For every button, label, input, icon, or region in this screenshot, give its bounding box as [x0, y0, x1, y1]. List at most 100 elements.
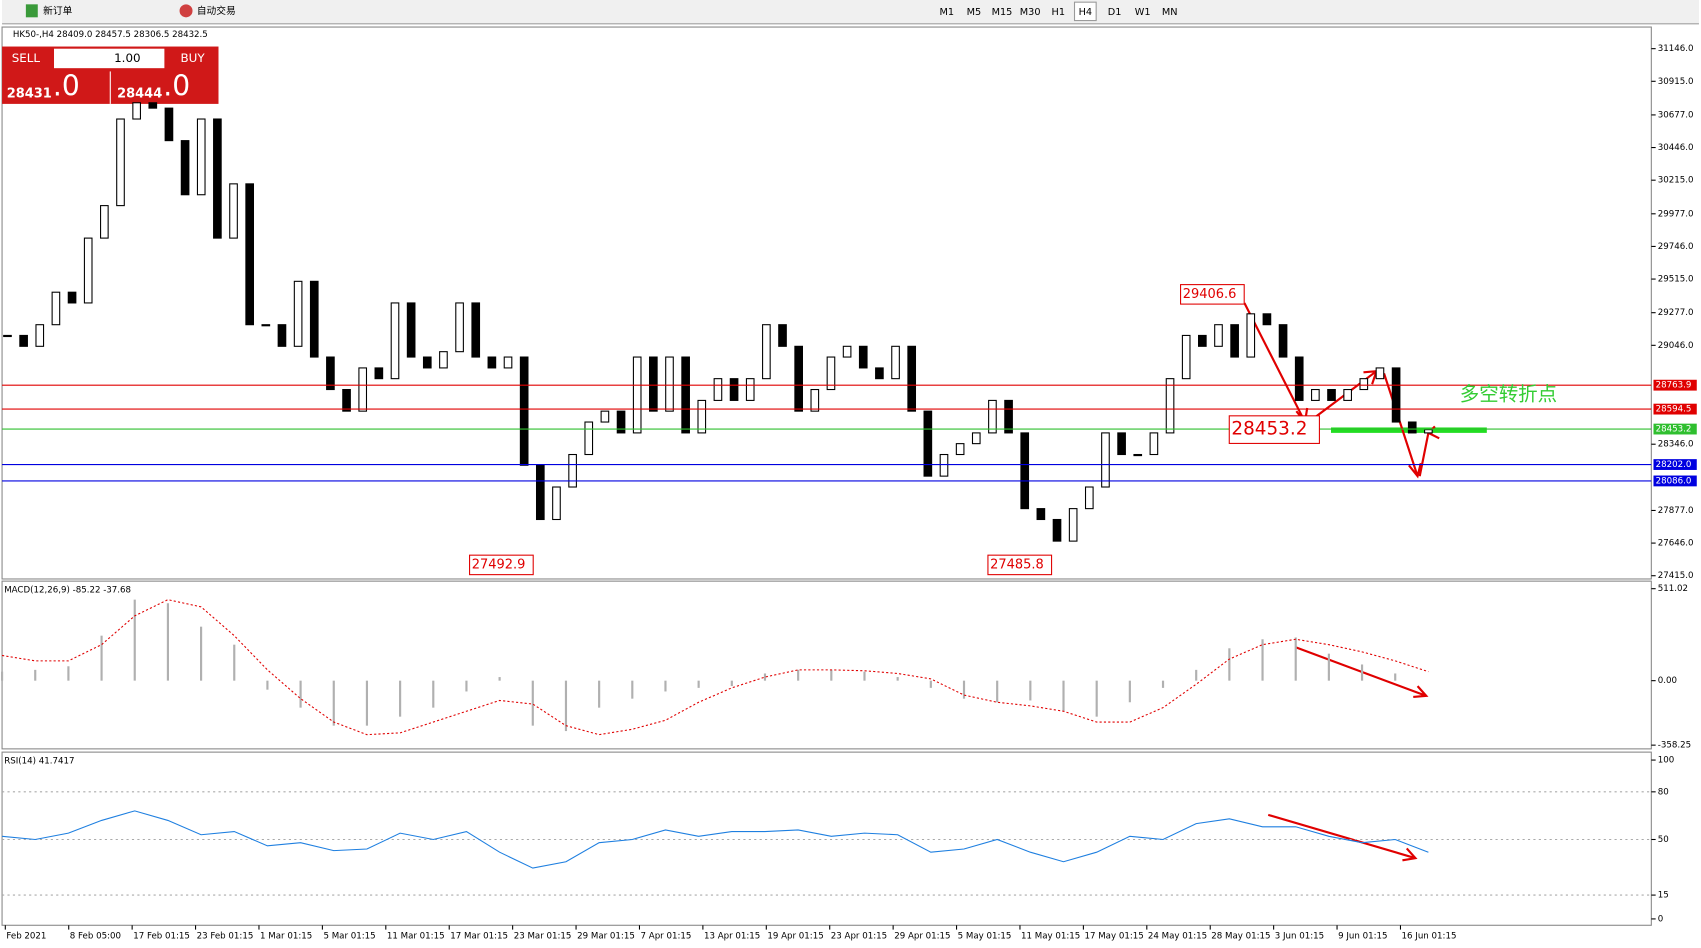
rsi-line	[2, 810, 1429, 869]
new-order-icon[interactable]	[25, 4, 38, 18]
candle	[729, 378, 739, 401]
candle	[519, 356, 529, 466]
candle	[891, 345, 900, 380]
x-tick-label: 17 May 01:15	[1084, 932, 1143, 942]
price-level-tag	[1653, 403, 1697, 415]
candle	[1036, 508, 1046, 521]
ask-fraction[interactable]: .0	[163, 70, 190, 103]
annotation-box	[1180, 284, 1245, 305]
chart-title: HK50-,H4 28409.0 28457.5 28306.5 28432.5	[13, 30, 208, 40]
buy-button[interactable]: BUY	[180, 51, 205, 65]
candle	[1068, 508, 1078, 542]
x-tick-label: 23 Apr 01:15	[831, 932, 887, 942]
candle	[1004, 399, 1013, 434]
candle	[1375, 367, 1385, 380]
auto-trading-icon[interactable]	[179, 4, 193, 18]
indicator-title: MACD(12,26,9) -85.22 -37.68	[4, 585, 131, 595]
candle	[681, 356, 690, 434]
x-tick-label: 23 Feb 01:15	[197, 932, 254, 942]
y-tick-label: -358.25	[1658, 741, 1691, 751]
candle	[67, 291, 77, 304]
x-tick-label: Feb 2021	[6, 932, 46, 942]
candle	[1246, 313, 1256, 358]
lot-value[interactable]: 1.00	[114, 51, 140, 65]
candle	[923, 410, 933, 477]
candle	[148, 102, 158, 109]
candle	[1133, 453, 1143, 457]
candle	[794, 345, 803, 412]
candle	[309, 280, 319, 358]
candle	[1084, 486, 1094, 510]
candle	[1052, 518, 1062, 542]
arrow	[1382, 373, 1422, 479]
candle	[697, 399, 707, 434]
candle	[858, 345, 868, 369]
candle	[229, 183, 238, 239]
y-tick-label: 27646.0	[1658, 539, 1694, 549]
x-tick-label: 29 Mar 01:15	[577, 932, 635, 942]
price-level-tag	[1653, 475, 1697, 487]
candle	[971, 432, 981, 445]
annotation-label: 27492.9	[472, 557, 526, 572]
timeframe-button[interactable]: M30	[1020, 7, 1041, 18]
x-tick-label: 16 Jun 01:15	[1402, 932, 1457, 942]
candle	[164, 107, 174, 142]
candle	[326, 356, 335, 391]
y-tick-label: 29977.0	[1658, 209, 1694, 219]
candle	[1424, 429, 1433, 434]
candle	[19, 334, 28, 347]
candle	[649, 356, 658, 412]
annotation-label: 27485.8	[990, 557, 1044, 572]
ask-price[interactable]: 28444	[117, 87, 162, 102]
x-tick-label: 11 May 01:15	[1021, 932, 1080, 942]
lot-input[interactable]	[54, 48, 165, 69]
candle	[455, 302, 464, 353]
macd-frame	[1, 580, 1652, 750]
candle	[1198, 334, 1207, 347]
timeframe-button[interactable]: M5	[967, 7, 982, 18]
y-tick-label: 29515.0	[1658, 275, 1694, 285]
candle	[616, 410, 626, 434]
y-tick-label: 50	[1658, 835, 1669, 845]
candle	[907, 345, 917, 412]
sell-button[interactable]: SELL	[12, 51, 41, 65]
candle	[745, 378, 755, 401]
x-tick-label: 3 Jun 01:15	[1275, 932, 1324, 942]
auto-trading-button[interactable]: 自动交易	[197, 4, 236, 17]
x-tick-label: 17 Mar 01:15	[450, 932, 508, 942]
rsi-frame	[1, 751, 1652, 926]
candle	[132, 102, 141, 120]
candle	[632, 356, 642, 434]
timeframe-button[interactable]: H4	[1079, 7, 1093, 18]
timeframe-button[interactable]: W1	[1135, 7, 1151, 18]
bid-fraction[interactable]: .0	[53, 70, 80, 103]
timeframe-button[interactable]: D1	[1108, 7, 1122, 18]
timeframe-button[interactable]: MN	[1162, 7, 1178, 18]
candle	[196, 118, 206, 196]
x-tick-label: 29 Apr 01:15	[894, 932, 950, 942]
candle	[1359, 378, 1369, 391]
y-tick-label: 511.02	[1658, 584, 1688, 594]
annotation-label: 28453.2	[1231, 419, 1307, 440]
y-tick-label: 15	[1658, 891, 1669, 901]
x-tick-label: 13 Apr 01:15	[704, 932, 760, 942]
candle	[1391, 367, 1401, 423]
candle	[1020, 432, 1030, 510]
timeframe-button[interactable]: M15	[992, 7, 1013, 18]
x-tick-label: 1 Mar 01:15	[260, 932, 312, 942]
candle	[406, 302, 416, 358]
annotation-box	[987, 554, 1053, 576]
bid-price[interactable]: 28431	[7, 87, 52, 102]
x-tick-label: 8 Feb 05:00	[70, 932, 121, 942]
timeframe-button[interactable]: M1	[940, 7, 955, 18]
candle	[665, 356, 674, 412]
timeframe-button[interactable]: H1	[1052, 7, 1066, 18]
candle	[358, 367, 368, 412]
y-tick-label: 27877.0	[1658, 506, 1694, 516]
candle	[535, 464, 545, 521]
candle	[584, 421, 594, 456]
y-tick-label: 30677.0	[1658, 110, 1694, 120]
new-order-button[interactable]: 新订单	[43, 4, 72, 17]
candle	[503, 356, 513, 369]
